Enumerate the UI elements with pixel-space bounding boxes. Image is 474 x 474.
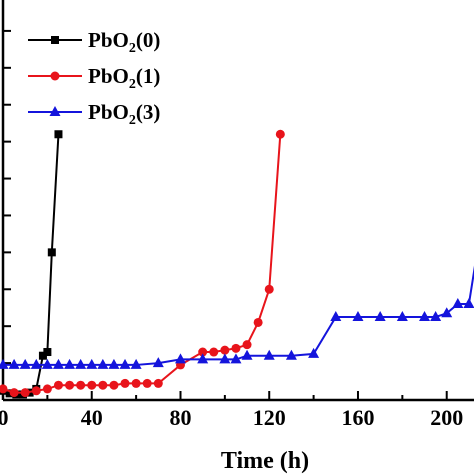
data-point (430, 310, 442, 321)
data-point (41, 358, 53, 369)
data-point (87, 380, 97, 390)
legend-label: PbO2(0) (88, 28, 160, 56)
data-point (65, 380, 75, 390)
data-point (108, 358, 120, 369)
data-point (152, 357, 164, 368)
data-point (219, 353, 231, 364)
x-tick-label: 200 (430, 405, 463, 430)
data-point (75, 358, 87, 369)
data-point (198, 347, 208, 357)
data-point (452, 298, 464, 309)
data-point (0, 384, 8, 394)
data-point (49, 106, 61, 116)
data-point (231, 343, 241, 353)
data-point (396, 310, 408, 321)
data-point (8, 358, 20, 369)
data-point (253, 317, 263, 327)
data-point (241, 349, 253, 360)
data-point (153, 378, 163, 388)
data-point (330, 310, 342, 321)
x-tick-label: 160 (341, 405, 374, 430)
data-point (30, 358, 42, 369)
data-point (220, 345, 230, 355)
data-point (50, 71, 60, 81)
series-1 (0, 129, 285, 398)
data-point (275, 129, 285, 139)
data-point (441, 307, 453, 318)
data-point (131, 378, 141, 388)
series-2 (0, 265, 474, 369)
data-point (142, 378, 152, 388)
data-point (419, 310, 431, 321)
data-point (130, 358, 142, 369)
axes: 0 40 80 120 160 200 (0, 0, 474, 430)
data-point (97, 358, 109, 369)
data-point (42, 384, 52, 394)
data-point (174, 353, 186, 364)
legend-entry: PbO2(1) (28, 64, 160, 92)
data-point (242, 340, 252, 350)
data-point (120, 378, 130, 388)
data-point (54, 130, 63, 139)
x-tick-label: 40 (81, 405, 103, 430)
legend-entry: PbO2(0) (28, 28, 160, 56)
data-point (0, 358, 9, 369)
data-point (86, 358, 98, 369)
legend: PbO2(0) PbO2(1) PbO2(3) (28, 28, 160, 128)
series-0 (0, 130, 63, 399)
data-point (209, 347, 219, 357)
legend-label: PbO2(3) (88, 100, 160, 128)
data-point (197, 353, 209, 364)
data-point (47, 248, 56, 257)
x-tick-label: 80 (169, 405, 191, 430)
data-point (38, 351, 47, 360)
data-point (352, 310, 364, 321)
data-point (308, 347, 320, 358)
data-point (109, 380, 119, 390)
data-point (230, 353, 242, 364)
x-axis-title: Time (h) (221, 448, 309, 474)
data-point (19, 358, 31, 369)
data-point (53, 380, 63, 390)
data-point (285, 349, 297, 360)
data-point (263, 349, 275, 360)
data-point (374, 310, 386, 321)
data-point (98, 380, 108, 390)
data-point (31, 386, 41, 396)
data-point (64, 358, 76, 369)
data-point (9, 388, 19, 398)
legend-entry: PbO2(3) (28, 100, 160, 128)
data-point (51, 36, 59, 44)
data-point (52, 358, 64, 369)
data-point (76, 380, 86, 390)
data-point (43, 348, 52, 357)
legend-label: PbO2(1) (88, 64, 160, 92)
data-point (264, 284, 274, 294)
series-layer (0, 129, 474, 399)
data-point (119, 358, 131, 369)
x-tick-label: 0 (0, 405, 9, 430)
data-point (463, 298, 474, 309)
x-tick-label: 120 (253, 405, 286, 430)
data-point (20, 388, 30, 398)
